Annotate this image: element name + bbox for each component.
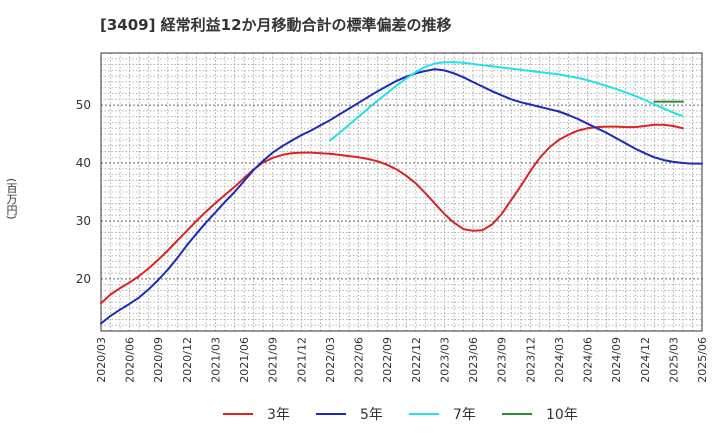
legend-swatch	[502, 413, 532, 415]
x-tick-label: 2020/12	[181, 337, 194, 383]
y-tick-label: 50	[76, 98, 91, 112]
y-tick-label: 30	[76, 214, 91, 228]
legend-swatch	[316, 413, 346, 415]
legend-swatch	[223, 413, 253, 415]
legend: 3年 5年 7年 10年	[0, 402, 720, 426]
y-axis: 20 30 40 50	[76, 98, 91, 286]
x-tick-label: 2025/06	[696, 337, 709, 383]
x-tick-label: 2020/03	[95, 337, 108, 383]
legend-label: 10年	[546, 407, 578, 423]
x-tick-label: 2023/09	[496, 337, 509, 383]
x-tick-label: 2022/12	[410, 337, 423, 383]
x-tick-label: 2021/06	[238, 337, 251, 383]
x-tick-label: 2021/03	[209, 337, 222, 383]
x-tick-label: 2023/06	[467, 337, 480, 383]
x-tick-label: 2023/03	[438, 337, 451, 383]
series-line-7年	[329, 61, 684, 142]
grid	[100, 52, 703, 332]
x-tick-label: 2022/06	[353, 337, 366, 383]
x-tick-label: 2024/03	[553, 337, 566, 383]
x-tick-label: 2024/09	[610, 337, 623, 383]
y-tick-label: 40	[76, 156, 91, 170]
series-lines	[100, 61, 703, 325]
legend-label: 5年	[360, 407, 383, 423]
series-line-3年	[100, 123, 684, 305]
y-tick-label: 20	[76, 272, 91, 286]
x-tick-label: 2025/03	[667, 337, 680, 383]
x-tick-label: 2022/03	[324, 337, 337, 383]
legend-label: 7年	[453, 407, 476, 423]
x-tick-label: 2023/12	[524, 337, 537, 383]
plot-area-frame	[100, 52, 703, 332]
x-tick-label: 2021/12	[295, 337, 308, 383]
legend-swatch	[409, 413, 439, 415]
chart-title: [3409] 経常利益12か月移動合計の標準偏差の推移	[100, 16, 452, 34]
x-tick-label: 2024/06	[582, 337, 595, 383]
x-tick-label: 2020/06	[124, 337, 137, 383]
legend-label: 3年	[267, 407, 290, 423]
y-axis-unit-label: (百万円)	[5, 178, 18, 220]
series-line-5年	[100, 68, 703, 325]
x-tick-label: 2022/09	[381, 337, 394, 383]
x-tick-label: 2020/09	[152, 337, 165, 383]
x-tick-label: 2024/12	[639, 337, 652, 383]
x-axis: 2020/03 2020/06 2020/09 2020/12 2021/03 2021/…	[95, 337, 709, 383]
x-tick-label: 2021/09	[267, 337, 280, 383]
